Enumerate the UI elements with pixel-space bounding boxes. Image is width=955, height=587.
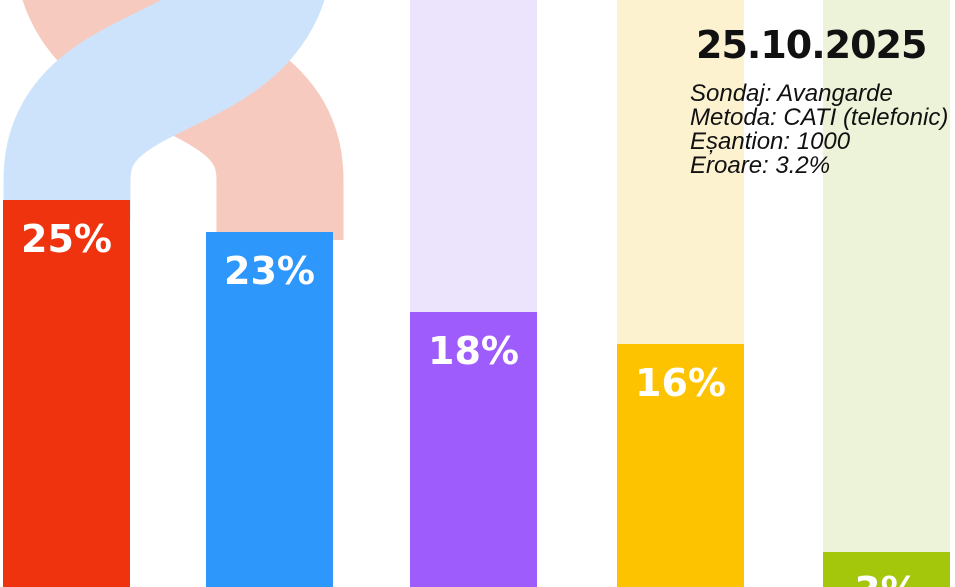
value-labels: 25% 23% 18% 16% 3% [21, 217, 919, 587]
bar-4 [617, 344, 744, 587]
bar-2 [206, 232, 333, 587]
bar-backgrounds [410, 0, 950, 554]
bar-3 [410, 312, 537, 587]
bar-background-4 [617, 0, 744, 346]
bar-5 [823, 552, 950, 587]
bar-background-3 [410, 0, 537, 314]
decorative-ribbons [3, 0, 344, 240]
poll-error: Eroare: 3.2% [690, 152, 831, 178]
bar-value-label-4: 16% [635, 361, 726, 405]
poll-method: Metoda: CATI (telefonic) [690, 104, 949, 131]
bar-value-label-2: 23% [224, 249, 315, 293]
bar-value-label-5: 3% [854, 569, 919, 587]
poll-details: Sondaj: Avangarde Metoda: CATI (telefoni… [690, 82, 955, 178]
poll-info: 25.10.2025 Sondaj: Avangarde Metoda: CAT… [690, 22, 955, 178]
poll-sample: Eșantion: 1000 [690, 128, 851, 155]
bar-value-label-1: 25% [21, 217, 112, 261]
poll-date: 25.10.2025 [696, 23, 927, 67]
bar-value-label-3: 18% [428, 329, 519, 373]
blue-ribbon [3, 0, 325, 220]
poll-source: Sondaj: Avangarde [690, 80, 893, 107]
bar-background-5 [823, 0, 950, 554]
bars [3, 200, 950, 587]
bar-1 [3, 200, 130, 587]
